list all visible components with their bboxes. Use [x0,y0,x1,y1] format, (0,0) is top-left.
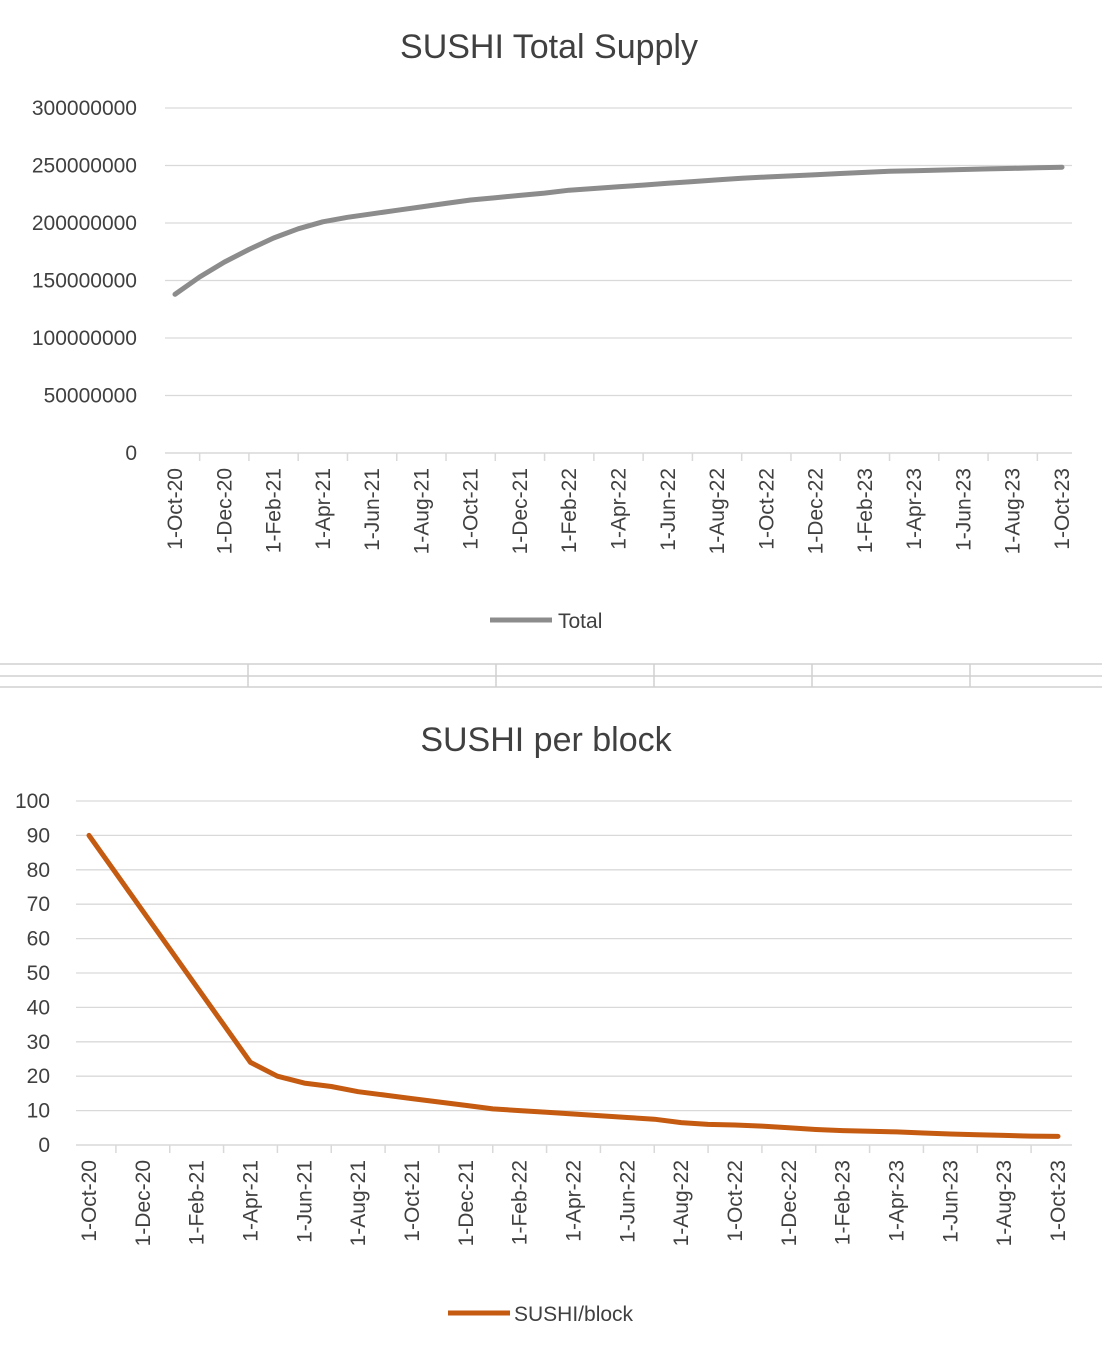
x-tick-label: 1-Feb-22 [509,1160,532,1245]
legend-label: SUSHI/block [514,1303,634,1326]
x-tick-label: 1-Dec-22 [805,468,828,554]
y-tick-label: 300000000 [32,97,137,120]
y-tick-label: 0 [38,1134,50,1157]
x-tick-label: 1-Oct-21 [401,1160,424,1242]
x-tick-label: 1-Jun-22 [657,468,680,551]
y-tick-label: 80 [27,859,50,882]
x-tick-label: 1-Apr-23 [903,468,926,550]
y-tick-label: 30 [27,1031,50,1054]
y-tick-label: 20 [27,1065,50,1088]
x-tick-label: 1-Aug-22 [706,468,729,554]
x-tick-label: 1-Feb-21 [263,468,286,553]
x-tick-label: 1-Feb-23 [854,468,877,553]
x-tick-label: 1-Apr-23 [886,1160,909,1242]
x-tick-label: 1-Apr-21 [240,1160,263,1242]
x-tick-label: 1-Aug-21 [410,468,433,554]
y-tick-label: 200000000 [32,212,137,235]
series-lines [172,164,1065,297]
panel-separator [0,663,1102,688]
x-tick-label: 1-Dec-22 [778,1160,801,1246]
x-tick-label: 1-Oct-22 [724,1160,747,1242]
series-line-sushi-block [86,832,1061,1139]
legend-label: Total [558,610,602,633]
x-tick-label: 1-Aug-21 [347,1160,370,1246]
x-axis [165,452,1072,461]
x-tick-label: 1-Jun-23 [939,1160,962,1243]
series-lines [86,832,1061,1139]
x-tick-label: 1-Dec-20 [213,468,236,554]
x-tick-label: 1-Oct-23 [1047,1160,1070,1242]
y-gridlines [165,107,1072,397]
y-tick-label: 70 [27,893,50,916]
y-tick-label: 150000000 [32,270,137,293]
chart-title: SUSHI per block [420,721,672,759]
x-tick-label: 1-Dec-20 [132,1160,155,1246]
y-tick-label: 40 [27,996,50,1019]
y-tick-label: 100 [15,790,50,813]
x-axis-ticks: 1-Oct-20 1-Dec-20 1-Feb-21 1-Apr-21 1-Jun-21… [164,468,1074,554]
x-axis-ticks: 1-Oct-20 1-Dec-20 1-Feb-21 1-Apr-21 1-Jun-21… [78,1160,1070,1246]
x-tick-label: 1-Oct-20 [164,468,187,550]
total-supply-chart: SUSHI Total Supply 0 50000000 100000000 150… [32,28,1074,633]
y-tick-label: 50 [27,962,50,985]
x-tick-label: 1-Apr-22 [608,468,631,550]
y-tick-label: 60 [27,928,50,951]
x-tick-label: 1-Oct-22 [755,468,778,550]
y-axis-ticks: 0 50000000 100000000 150000000 200000000 2500… [32,97,137,465]
y-gridlines [76,800,1072,1112]
chart-title: SUSHI Total Supply [400,28,698,66]
legend: SUSHI/block [448,1303,634,1326]
x-tick-label: 1-Feb-21 [186,1160,209,1245]
legend: Total [490,610,602,633]
x-tick-label: 1-Apr-21 [312,468,335,550]
x-tick-label: 1-Feb-23 [832,1160,855,1245]
x-tick-label: 1-Oct-20 [78,1160,101,1242]
x-tick-label: 1-Oct-21 [460,468,483,550]
per-block-chart: SUSHI per block 0 10 20 30 40 50 60 70 80 90 100 1… [15,721,1072,1326]
x-tick-label: 1-Dec-21 [455,1160,478,1246]
y-tick-label: 90 [27,824,50,847]
x-tick-label: 1-Jun-21 [293,1160,316,1243]
x-tick-label: 1-Jun-22 [616,1160,639,1243]
x-axis [76,1144,1072,1153]
x-tick-label: 1-Dec-21 [509,468,532,554]
y-tick-label: 100000000 [32,327,137,350]
y-tick-label: 250000000 [32,155,137,178]
x-tick-label: 1-Oct-23 [1051,468,1074,550]
y-tick-label: 0 [125,442,137,465]
y-axis-ticks: 0 10 20 30 40 50 60 70 80 90 100 [15,790,50,1157]
y-tick-label: 50000000 [44,385,137,408]
x-tick-label: 1-Jun-23 [952,468,975,551]
x-tick-label: 1-Jun-21 [361,468,384,551]
x-tick-label: 1-Aug-23 [1002,468,1025,554]
x-tick-label: 1-Feb-22 [558,468,581,553]
x-tick-label: 1-Apr-22 [563,1160,586,1242]
x-tick-label: 1-Aug-22 [670,1160,693,1246]
x-tick-label: 1-Aug-23 [993,1160,1016,1246]
y-tick-label: 10 [27,1100,50,1123]
series-line-total [172,164,1065,297]
